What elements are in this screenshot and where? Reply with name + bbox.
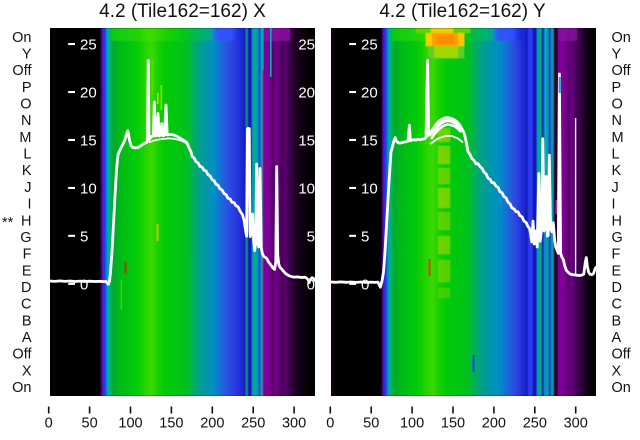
- svg-text:J: J: [612, 180, 619, 196]
- svg-text:300: 300: [564, 416, 588, 432]
- svg-text:M: M: [612, 130, 624, 146]
- svg-text:10: 10: [80, 180, 97, 197]
- svg-text:F: F: [612, 247, 621, 263]
- svg-text:0: 0: [326, 416, 334, 432]
- svg-text:Off: Off: [12, 63, 32, 79]
- svg-text:0: 0: [361, 276, 369, 293]
- svg-text:D: D: [612, 280, 622, 296]
- svg-text:O: O: [612, 97, 623, 113]
- svg-text:50: 50: [82, 416, 98, 432]
- svg-text:N: N: [612, 113, 622, 129]
- svg-text:100: 100: [118, 416, 142, 432]
- svg-text:F: F: [23, 247, 32, 263]
- svg-text:E: E: [22, 263, 32, 279]
- svg-text:C: C: [612, 297, 622, 313]
- svg-text:I: I: [612, 197, 616, 213]
- svg-text:150: 150: [159, 416, 183, 432]
- svg-text:150: 150: [441, 416, 465, 432]
- svg-text:C: C: [21, 297, 31, 313]
- svg-text:25: 25: [298, 37, 315, 54]
- svg-text:A: A: [22, 330, 32, 346]
- svg-text:0: 0: [307, 276, 315, 293]
- svg-text:Off: Off: [12, 347, 32, 363]
- svg-text:L: L: [612, 147, 620, 163]
- svg-text:G: G: [20, 230, 31, 246]
- svg-text:15: 15: [298, 132, 315, 149]
- svg-text:B: B: [612, 313, 622, 329]
- svg-text:B: B: [22, 313, 32, 329]
- svg-text:25: 25: [361, 37, 378, 54]
- svg-text:H: H: [612, 213, 622, 229]
- svg-text:4.2 (Tile162=162) Y: 4.2 (Tile162=162) Y: [379, 1, 546, 22]
- svg-text:P: P: [612, 80, 622, 96]
- svg-text:P: P: [22, 80, 32, 96]
- svg-text:J: J: [24, 180, 31, 196]
- svg-text:20: 20: [361, 85, 378, 102]
- svg-text:Y: Y: [22, 47, 32, 63]
- svg-text:250: 250: [523, 416, 547, 432]
- svg-text:On: On: [612, 380, 631, 396]
- svg-text:50: 50: [363, 416, 379, 432]
- svg-text:0: 0: [80, 276, 88, 293]
- svg-text:10: 10: [298, 180, 315, 197]
- svg-text:I: I: [27, 197, 31, 213]
- svg-text:On: On: [12, 380, 31, 396]
- svg-text:250: 250: [241, 416, 265, 432]
- svg-text:4.2 (Tile162=162) X: 4.2 (Tile162=162) X: [99, 1, 266, 22]
- svg-text:Off: Off: [612, 63, 632, 79]
- svg-text:O: O: [20, 97, 31, 113]
- svg-text:15: 15: [80, 132, 97, 149]
- svg-text:A: A: [612, 330, 622, 346]
- svg-text:20: 20: [80, 85, 97, 102]
- svg-text:15: 15: [361, 132, 378, 149]
- svg-text:On: On: [12, 30, 31, 46]
- svg-text:0: 0: [45, 416, 53, 432]
- svg-text:**: **: [2, 215, 14, 231]
- svg-text:K: K: [612, 163, 622, 179]
- svg-text:25: 25: [80, 37, 97, 54]
- svg-text:X: X: [612, 363, 622, 379]
- svg-text:K: K: [22, 163, 32, 179]
- svg-text:5: 5: [307, 228, 315, 245]
- svg-text:E: E: [612, 263, 622, 279]
- svg-text:H: H: [21, 213, 31, 229]
- svg-text:D: D: [21, 280, 31, 296]
- svg-text:N: N: [21, 113, 31, 129]
- svg-text:5: 5: [361, 228, 369, 245]
- svg-text:On: On: [612, 30, 631, 46]
- svg-text:L: L: [23, 147, 31, 163]
- svg-text:Off: Off: [612, 347, 632, 363]
- svg-text:Y: Y: [612, 47, 622, 63]
- svg-text:200: 200: [200, 416, 224, 432]
- svg-text:10: 10: [361, 180, 378, 197]
- svg-text:100: 100: [400, 416, 424, 432]
- svg-text:X: X: [22, 363, 32, 379]
- svg-text:200: 200: [482, 416, 506, 432]
- svg-text:M: M: [19, 130, 31, 146]
- svg-text:300: 300: [282, 416, 306, 432]
- svg-text:20: 20: [298, 85, 315, 102]
- svg-text:G: G: [612, 230, 623, 246]
- svg-text:5: 5: [80, 228, 88, 245]
